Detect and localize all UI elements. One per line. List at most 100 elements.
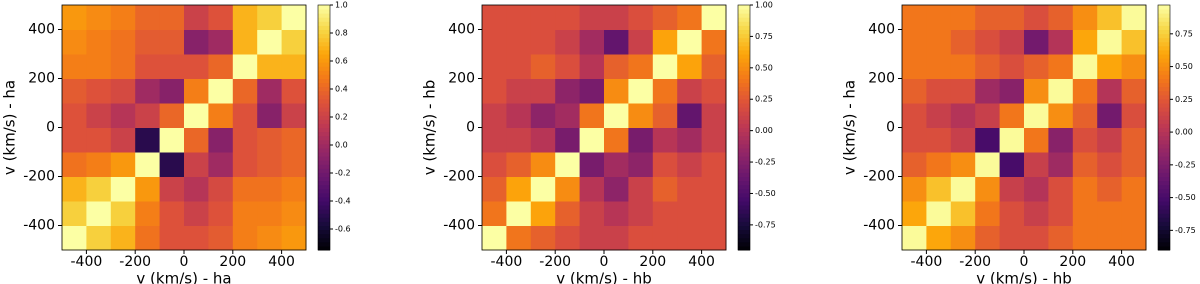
- heatmap-cell: [208, 176, 234, 202]
- heatmap-cell: [999, 29, 1025, 55]
- heatmap-cell: [281, 201, 307, 226]
- heatmap-cell: [1048, 225, 1074, 251]
- heatmap-cell: [902, 78, 927, 104]
- heatmap-cell: [62, 29, 87, 55]
- heatmap-cell: [555, 225, 581, 251]
- heatmap-cell: [628, 176, 654, 202]
- heatmap-cell: [482, 152, 507, 177]
- panel: -400 -200 0 200 400 -400 -200 0 200 400 v (km/s) -…: [1, 1, 351, 284]
- colorbar-swatch: [738, 180, 750, 186]
- heatmap-cell: [950, 127, 976, 153]
- heatmap-cell: [1072, 54, 1098, 79]
- colorbar-swatch: [318, 5, 330, 10]
- heatmap-cell: [902, 5, 927, 30]
- colorbar-swatch: [1158, 5, 1170, 10]
- heatmap-cell: [281, 152, 307, 177]
- colorbar-swatch: [318, 13, 330, 18]
- colorbar-swatch: [738, 205, 750, 210]
- heatmap-cell: [999, 225, 1025, 251]
- colorbar-swatch: [738, 62, 750, 67]
- colorbar-tick-label: -0.25: [1175, 160, 1196, 169]
- colorbar-swatch: [1158, 192, 1170, 198]
- colorbar-swatch: [318, 217, 330, 222]
- colorbar-swatch: [738, 45, 750, 51]
- heatmap-cell: [1097, 78, 1123, 104]
- colorbar-tick-label: 1.0: [335, 1, 348, 10]
- heatmap-cell: [184, 201, 209, 226]
- x-tick-label: -200: [119, 254, 151, 270]
- colorbar-swatch: [318, 58, 330, 63]
- heatmap-cell: [975, 103, 1001, 128]
- colorbar-tick-label: -0.50: [1175, 193, 1196, 202]
- colorbar-tick-label: 0.6: [335, 57, 348, 66]
- heatmap-cell: [950, 176, 976, 202]
- heatmap-cell: [110, 152, 136, 177]
- heatmap-cell: [62, 152, 87, 177]
- heatmap-cell: [110, 78, 136, 104]
- colorbar-frame: [737, 4, 751, 251]
- heatmap-cell: [628, 201, 654, 226]
- colorbar-swatch: [1158, 82, 1170, 88]
- heatmap-cell: [159, 176, 185, 202]
- heatmap-cell: [999, 176, 1025, 202]
- heatmap-cell: [257, 5, 283, 30]
- heatmap-cell: [1097, 225, 1123, 251]
- heatmap-cell: [926, 103, 952, 128]
- colorbar-swatch: [318, 180, 330, 186]
- heatmap-cell: [1048, 54, 1074, 79]
- colorbar-swatch: [1158, 245, 1170, 251]
- colorbar-swatch: [1158, 54, 1170, 59]
- heatmap-cell: [1097, 127, 1123, 153]
- y-tick-label: -200: [23, 169, 55, 185]
- heatmap-cell: [86, 54, 112, 79]
- colorbar-swatch: [318, 119, 330, 124]
- heatmap-cell: [999, 127, 1025, 153]
- heatmap-cell: [86, 103, 112, 128]
- heatmap-cell: [1097, 201, 1123, 226]
- heatmap-cell: [257, 103, 283, 128]
- heatmap-cell: [110, 201, 136, 226]
- heatmap-cell: [579, 54, 605, 79]
- x-tick-label: -400: [911, 254, 943, 270]
- colorbar-swatch: [1158, 29, 1170, 35]
- heatmap-cell: [677, 127, 703, 153]
- colorbar-swatch: [1158, 152, 1170, 157]
- colorbar-swatch: [318, 156, 330, 161]
- heatmap-cell: [208, 5, 234, 30]
- colorbar-swatch: [1158, 184, 1170, 190]
- heatmap-cell: [257, 127, 283, 153]
- colorbar-swatch: [738, 176, 750, 182]
- colorbar-swatch: [1158, 180, 1170, 186]
- heatmap-cell: [926, 29, 952, 55]
- heatmap-cell: [110, 225, 136, 251]
- x-tick-label: 400: [268, 254, 295, 270]
- colorbar-tick-label: -0.2: [335, 169, 351, 178]
- colorbar-swatch: [318, 229, 330, 235]
- colorbar-swatch: [318, 188, 330, 194]
- heatmap-cell: [555, 103, 581, 128]
- heatmap-cell: [926, 176, 952, 202]
- colorbar-swatch: [1158, 111, 1170, 116]
- heatmap-cell: [950, 152, 976, 177]
- colorbar-swatch: [1158, 17, 1170, 22]
- heatmap-cell: [506, 152, 532, 177]
- colorbar-swatch: [318, 221, 330, 226]
- heatmap-cell: [677, 103, 703, 128]
- heatmap-cell: [86, 29, 112, 55]
- colorbar-swatch: [1158, 58, 1170, 63]
- colorbar-swatch: [318, 233, 330, 239]
- colorbar-swatch: [318, 131, 330, 137]
- colorbar-swatch: [318, 17, 330, 22]
- colorbar-swatch: [318, 241, 330, 247]
- heatmap-cell: [926, 152, 952, 177]
- heatmap-cell: [482, 103, 507, 128]
- y-tick-label: 0: [466, 120, 475, 136]
- heatmap-cell: [232, 201, 258, 226]
- heatmap-cell: [1024, 127, 1049, 153]
- colorbar-swatch: [1158, 156, 1170, 161]
- colorbar-swatch: [738, 94, 750, 100]
- colorbar-swatch: [318, 172, 330, 177]
- x-tick-label: 200: [1059, 254, 1086, 270]
- heatmap-cell: [926, 78, 952, 104]
- heatmap-cell: [184, 225, 209, 251]
